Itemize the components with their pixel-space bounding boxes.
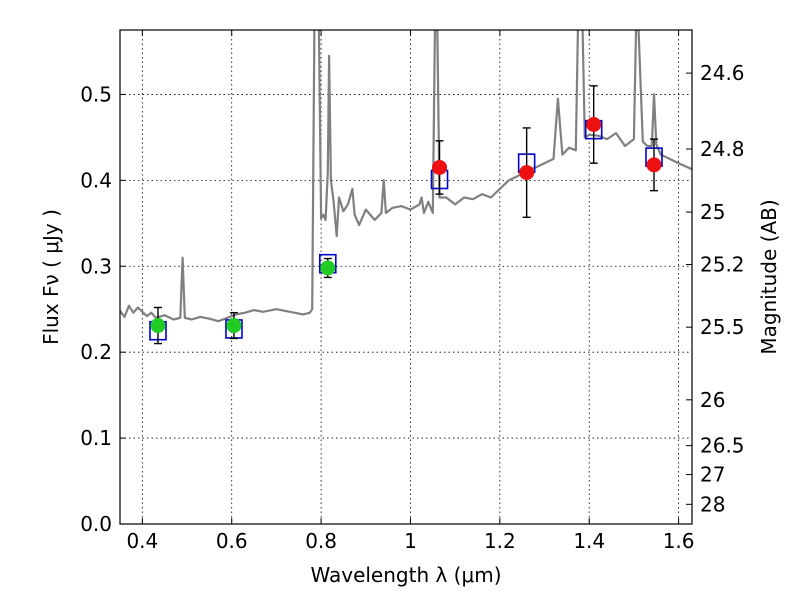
red-data-point [432,159,448,175]
y-tick-label: 0.4 [80,168,112,192]
mag-tick-label: 28 [700,492,725,516]
y-axis-label: Flux Fν ( μJy ) [39,209,63,345]
magnitude-axis-label: Magnitude (AB) [757,199,781,354]
mag-tick-label: 26.5 [700,434,745,458]
mag-tick-label: 25.2 [700,253,745,277]
x-tick-label: 0.4 [126,529,158,553]
y-tick-label: 0.3 [80,254,112,278]
y-tick-label: 0.1 [80,426,112,450]
tick-layer: 0.4 0.6 0.8 1 1.2 1.4 1.6 0.0 0.1 0.2 0.3 0.4 0.5 24.… [80,30,745,553]
grid-layer [120,30,692,525]
marker-layer [149,85,663,345]
plot-frame [119,29,693,525]
mag-tick-label: 25 [700,200,725,224]
model-spectrum-line [120,30,692,323]
green-data-point [150,318,166,334]
mag-tick-label: 27 [700,463,725,487]
x-tick-label: 0.8 [305,529,337,553]
red-data-point [519,165,535,181]
mag-tick-label: 24.6 [700,61,745,85]
x-tick-label: 0.6 [216,529,248,553]
y-tick-label: 0.2 [80,340,112,364]
x-axis-label: Wavelength λ (μm) [310,563,501,587]
green-data-point [320,260,336,276]
x-tick-label: 1.4 [573,529,605,553]
red-data-point [646,157,662,173]
green-data-point [226,318,242,334]
y-tick-label: 0.0 [80,512,112,536]
x-tick-label: 1 [404,529,417,553]
x-tick-label: 1.2 [484,529,516,553]
x-tick-label: 1.6 [663,529,695,553]
red-data-point [586,117,602,133]
mag-tick-label: 25.5 [700,315,745,339]
mag-tick-label: 26 [700,388,725,412]
mag-tick-label: 24.8 [700,137,745,161]
y-tick-label: 0.5 [80,82,112,106]
model-spectrum-layer [120,30,692,323]
